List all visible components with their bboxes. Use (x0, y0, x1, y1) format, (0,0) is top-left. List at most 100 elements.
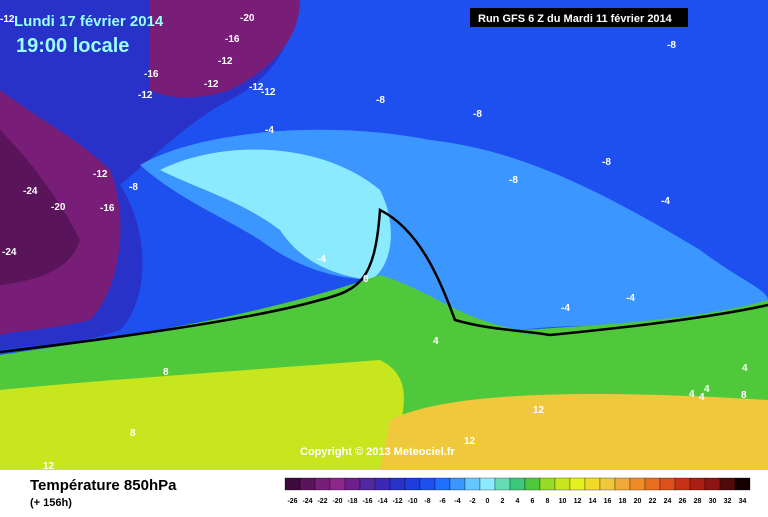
copyright: Copyright © 2013 Meteociel.fr (300, 446, 456, 458)
scale-swatch (734, 477, 751, 491)
time: 19:00 locale (16, 35, 129, 57)
contour-label: 12 (464, 436, 476, 447)
scale-swatch (689, 477, 706, 491)
contour-label: -8 (602, 157, 611, 168)
contour-label: -8 (473, 109, 482, 120)
contour-label: 4 (433, 336, 439, 347)
contour-label: 12 (533, 405, 545, 416)
scale-swatch (554, 477, 571, 491)
scale-label: 0 (486, 498, 490, 505)
scale-label: -6 (439, 498, 445, 505)
contour-label: -16 (100, 203, 115, 214)
scale-label: 20 (634, 498, 642, 505)
scale-swatch (704, 477, 721, 491)
scale-swatch (284, 477, 301, 491)
scale-swatch (629, 477, 646, 491)
contour-label: -8 (509, 175, 518, 186)
scale-label: 2 (501, 498, 505, 505)
scale-swatch (644, 477, 661, 491)
contour-label: -4 (561, 303, 570, 314)
scale-label: -10 (407, 498, 417, 505)
scale-swatch (584, 477, 601, 491)
scale-swatch (299, 477, 316, 491)
scale-label: -16 (362, 498, 372, 505)
scale-swatch (329, 477, 346, 491)
contour-label: -16 (144, 69, 159, 80)
scale-swatch (464, 477, 481, 491)
contour-label: 4 (699, 392, 705, 403)
scale-swatch (344, 477, 361, 491)
run-box (470, 8, 688, 27)
contour-label: -8 (667, 40, 676, 51)
scale-label: -20 (332, 498, 342, 505)
contour-label: -12 (218, 56, 233, 67)
scale-swatch (509, 477, 526, 491)
scale-label: 6 (531, 498, 535, 505)
scale-label: -26 (287, 498, 297, 505)
contour-label: -20 (51, 202, 66, 213)
scale-swatch (539, 477, 556, 491)
scale-swatch (404, 477, 421, 491)
scale-label: 12 (574, 498, 582, 505)
scale-label: -12 (392, 498, 402, 505)
scale-label: 34 (739, 498, 747, 505)
scale-swatch (599, 477, 616, 491)
scale-label: 16 (604, 498, 612, 505)
scale-swatch (614, 477, 631, 491)
contour-label: -12 (261, 87, 276, 98)
color-scale: -26 -24 -22 -20 -18 -16 -14 -12 -10 -8 -6 -4 -2 0 2 4 6 8… (284, 477, 751, 505)
warm-region (0, 360, 404, 470)
scale-swatch (434, 477, 451, 491)
scale-label: 26 (679, 498, 687, 505)
cold-core (0, 130, 80, 285)
footer-lead: (+ 156h) (30, 497, 72, 509)
scale-label: 30 (709, 498, 717, 505)
zero-isotherm (0, 208, 768, 354)
scale-label: 14 (589, 498, 597, 505)
scale-swatch (449, 477, 466, 491)
scale-label: -4 (454, 498, 460, 505)
contour-label: -24 (23, 186, 38, 197)
footer (0, 470, 768, 512)
scale-label: 28 (694, 498, 702, 505)
date: Lundi 17 février 2014 (14, 13, 164, 30)
scale-label: 8 (546, 498, 550, 505)
scale-swatch (719, 477, 736, 491)
contour-label: -8 (129, 182, 138, 193)
scale-swatch (389, 477, 406, 491)
contour-label: 12 (43, 461, 55, 472)
scale-label: -14 (377, 498, 387, 505)
scale-swatch (494, 477, 511, 491)
scale-swatch (659, 477, 676, 491)
contour-label: -4 (661, 196, 670, 207)
contour-label: -12 (249, 82, 264, 93)
scale-label: 32 (724, 498, 732, 505)
contour-label: -4 (317, 254, 326, 265)
contour-label: 8 (163, 367, 169, 378)
scale-label: 24 (664, 498, 672, 505)
scale-swatch (419, 477, 436, 491)
contour-label: 8 (130, 428, 136, 439)
contour-label: -24 (2, 247, 17, 258)
contour-label: 4 (704, 384, 710, 395)
scale-label: -24 (302, 498, 312, 505)
scale-swatch (359, 477, 376, 491)
contour-label: -4 (626, 293, 635, 304)
mild-band (160, 149, 391, 280)
scale-label: -2 (469, 498, 475, 505)
contour-label: -20 (240, 13, 255, 24)
contour-label: 8 (741, 390, 747, 401)
cold-core (150, 0, 300, 98)
contour-label: 0 (363, 274, 369, 285)
contour-label: -16 (225, 34, 240, 45)
footer-title: Température 850hPa (30, 477, 177, 494)
scale-label: -22 (317, 498, 327, 505)
contour-label: 4 (689, 389, 695, 400)
contour-label: -12 (138, 90, 153, 101)
scale-swatch (479, 477, 496, 491)
contour-labels: -12 -20-16-16-12-12-12 -12-12-8-8-4-12-8-2… (0, 13, 748, 472)
contour-label: -8 (376, 95, 385, 106)
scale-swatch (674, 477, 691, 491)
scale-label: 4 (516, 498, 520, 505)
